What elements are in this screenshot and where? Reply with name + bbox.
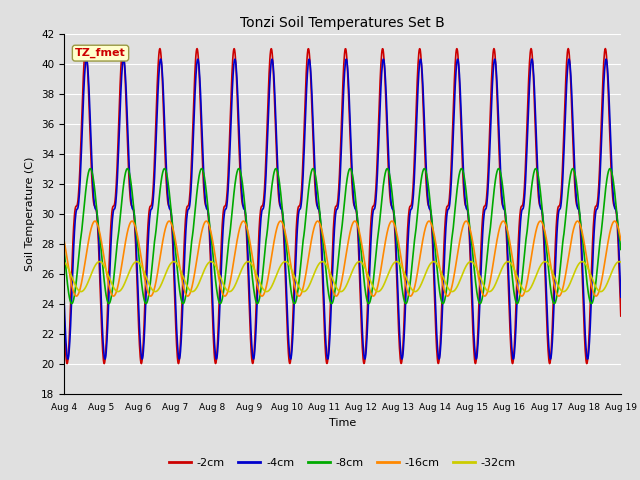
-16cm xyxy=(60,237,68,243)
-16cm xyxy=(72,293,80,299)
-2cm xyxy=(429,255,437,261)
-4cm xyxy=(60,294,68,300)
-16cm xyxy=(617,237,625,243)
-8cm xyxy=(606,166,614,171)
-16cm xyxy=(611,218,618,224)
Line: -2cm: -2cm xyxy=(64,48,621,363)
-16cm xyxy=(551,285,559,291)
-8cm xyxy=(246,256,254,262)
Legend: -2cm, -4cm, -8cm, -16cm, -32cm: -2cm, -4cm, -8cm, -16cm, -32cm xyxy=(164,453,520,472)
Text: TZ_fmet: TZ_fmet xyxy=(75,48,126,58)
-32cm xyxy=(617,259,625,265)
-4cm xyxy=(602,56,610,62)
-16cm xyxy=(184,293,192,299)
X-axis label: Time: Time xyxy=(329,418,356,428)
Y-axis label: Soil Temperature (C): Soil Temperature (C) xyxy=(26,156,35,271)
Line: -16cm: -16cm xyxy=(64,221,621,296)
-8cm xyxy=(617,247,625,252)
-32cm xyxy=(551,276,559,281)
-32cm xyxy=(429,259,437,264)
-8cm xyxy=(184,273,192,279)
Line: -8cm: -8cm xyxy=(64,168,621,303)
-8cm xyxy=(502,215,509,221)
-32cm xyxy=(246,260,254,266)
-32cm xyxy=(616,259,623,264)
-4cm xyxy=(551,275,559,281)
-32cm xyxy=(60,259,68,265)
-4cm xyxy=(246,317,254,323)
-2cm xyxy=(246,336,254,341)
-2cm xyxy=(171,294,179,300)
-2cm xyxy=(551,250,559,256)
-4cm xyxy=(429,242,437,248)
-16cm xyxy=(502,222,509,228)
-2cm xyxy=(60,313,68,319)
-4cm xyxy=(502,216,509,222)
-4cm xyxy=(171,276,179,282)
-2cm xyxy=(617,313,625,319)
-32cm xyxy=(502,260,509,265)
-4cm xyxy=(184,206,192,212)
-32cm xyxy=(184,285,192,291)
-16cm xyxy=(246,242,254,248)
-8cm xyxy=(60,247,68,252)
-16cm xyxy=(171,233,179,239)
-8cm xyxy=(429,229,437,235)
-2cm xyxy=(184,203,192,209)
-2cm xyxy=(602,46,609,51)
-8cm xyxy=(171,240,179,246)
-8cm xyxy=(551,300,559,306)
-4cm xyxy=(64,356,72,362)
-2cm xyxy=(63,360,71,366)
Line: -32cm: -32cm xyxy=(64,262,621,291)
-16cm xyxy=(429,227,437,233)
-32cm xyxy=(77,288,85,294)
-2cm xyxy=(502,222,509,228)
Line: -4cm: -4cm xyxy=(64,59,621,359)
-8cm xyxy=(68,300,76,306)
-32cm xyxy=(171,259,179,264)
-4cm xyxy=(617,294,625,300)
Title: Tonzi Soil Temperatures Set B: Tonzi Soil Temperatures Set B xyxy=(240,16,445,30)
